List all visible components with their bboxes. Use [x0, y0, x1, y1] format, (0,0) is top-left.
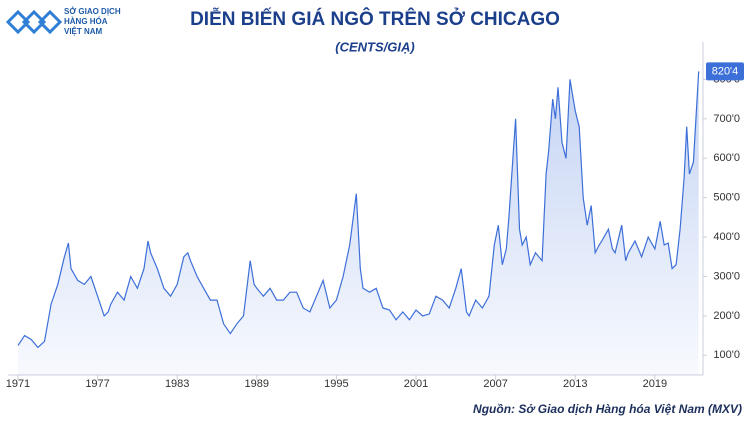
y-tick-label: 400'0 [713, 231, 740, 243]
logo: SỞ GIAO DỊCH HÀNG HÓA VIỆT NAM [5, 7, 121, 36]
y-tick-label: 600'0 [713, 152, 740, 164]
area-fill [17, 71, 699, 376]
source: Nguồn: Sở Giao dịch Hàng hóa Việt Nam (M… [473, 402, 742, 416]
y-tick-label: 100'0 [713, 349, 740, 361]
price-line [17, 71, 700, 349]
y-tick-label: 500'0 [713, 192, 740, 204]
logo-text: HÀNG HÓA [64, 17, 108, 26]
value-label-box [706, 62, 744, 81]
value-label: 820'4 [712, 65, 739, 77]
logo-text: VIỆT NAM [64, 27, 103, 36]
x-tick-label: 1977 [85, 378, 109, 390]
x-tick-label: 1983 [165, 378, 189, 390]
x-tick-label: 1989 [245, 378, 269, 390]
x-tick-label: 2013 [563, 378, 587, 390]
logo-text: SỞ GIAO DỊCH [64, 7, 121, 16]
x-tick-label: 1971 [6, 378, 30, 390]
chart-subtitle: (CENTS/GIẠ) [335, 39, 414, 54]
x-tick-label: 2007 [483, 378, 507, 390]
chart-title: DIỄN BIẾN GIÁ NGÔ TRÊN SỞ CHICAGO [190, 8, 560, 30]
y-tick-label: 300'0 [713, 270, 740, 282]
y-tick-label: 200'0 [713, 310, 740, 322]
x-tick-label: 2019 [643, 378, 667, 390]
x-tick-label: 2001 [404, 378, 428, 390]
x-tick-label: 1995 [324, 378, 348, 390]
y-tick-label: 700'0 [713, 113, 740, 125]
